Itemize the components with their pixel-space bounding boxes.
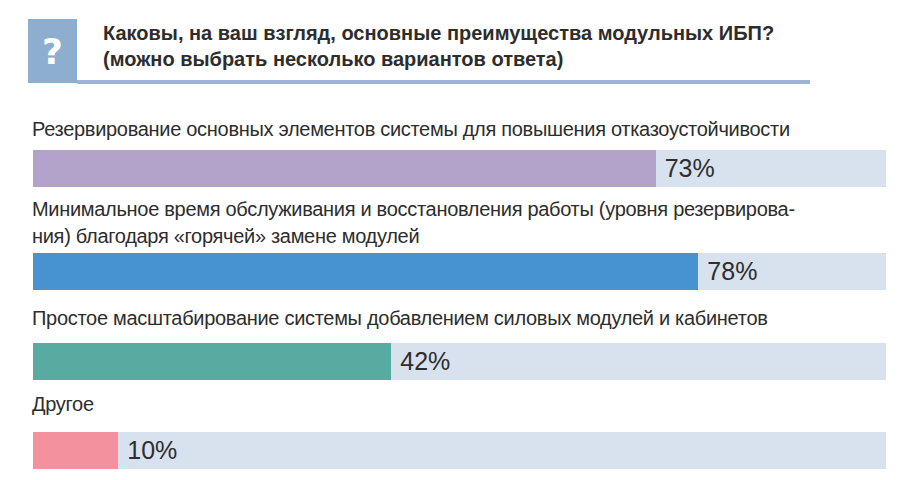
bar-value-label: 42% <box>400 347 450 376</box>
bar-label-4: Другое <box>32 391 897 418</box>
question-title: Каковы, на ваш взгляд, основные преимуще… <box>103 20 843 72</box>
bar-track-3: 42% <box>33 343 886 380</box>
bar-value-label: 10% <box>127 436 177 465</box>
bar-label-1-line1: Резервирование основных элементов систем… <box>32 116 897 143</box>
bar-track-1: 73% <box>33 150 886 187</box>
bar-track-4: 10% <box>33 432 886 469</box>
question-title-line1: Каковы, на ваш взгляд, основные преимуще… <box>103 20 843 46</box>
bar-label-2-line2: ния) благодаря «горячей» замене модулей <box>32 223 897 250</box>
bar-label-4-line1: Другое <box>32 391 897 418</box>
bar-track-2: 78% <box>33 253 886 290</box>
bar-fill <box>33 253 698 290</box>
header-underline <box>77 80 810 84</box>
bar-fill <box>33 343 391 380</box>
bar-label-1: Резервирование основных элементов систем… <box>32 116 897 143</box>
survey-results-chart: ? Каковы, на ваш взгляд, основные преиму… <box>0 0 908 480</box>
question-mark-icon: ? <box>28 19 77 83</box>
question-title-line2: (можно выбрать несколько вариантов ответ… <box>103 46 843 72</box>
bar-label-3-line1: Простое масштабирование системы добавлен… <box>32 305 897 332</box>
bar-fill <box>33 150 656 187</box>
bar-fill <box>33 432 118 469</box>
bar-value-label: 78% <box>707 257 757 286</box>
bar-label-2-line1: Минимальное время обслуживания и восстан… <box>32 196 897 223</box>
bar-label-2: Минимальное время обслуживания и восстан… <box>32 196 897 250</box>
bar-value-label: 73% <box>665 154 715 183</box>
bar-label-3: Простое масштабирование системы добавлен… <box>32 305 897 332</box>
